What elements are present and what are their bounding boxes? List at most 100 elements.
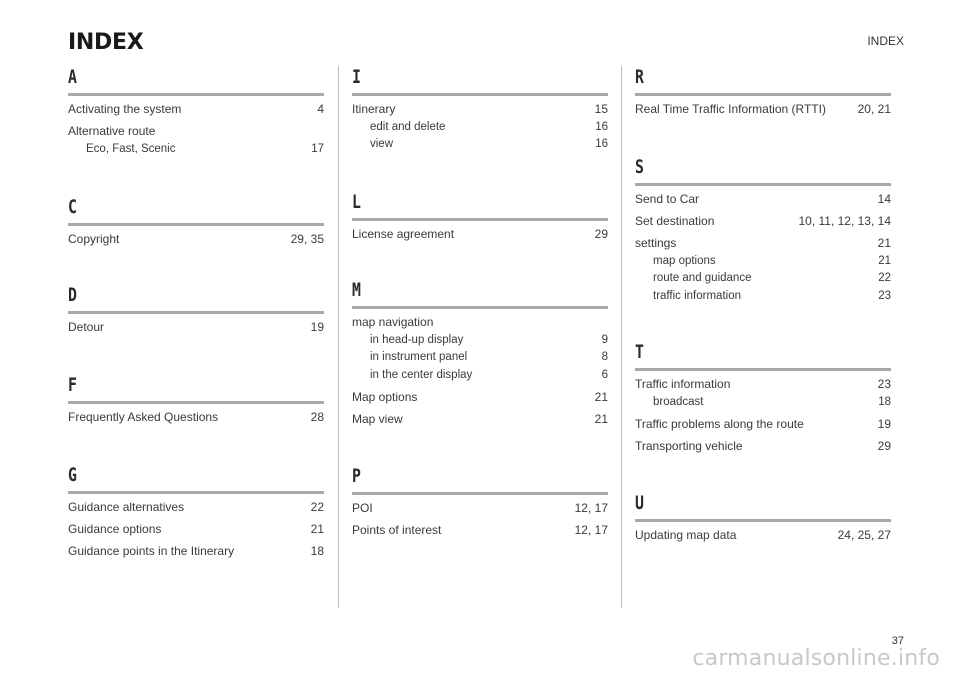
index-section: F Frequently Asked Questions 28 <box>68 374 324 427</box>
index-subentry[interactable]: edit and delete 16 <box>352 119 608 137</box>
entry-pages[interactable]: 10, 11, 12, 13, 14 <box>798 214 891 228</box>
entry-term: broadcast <box>653 395 704 408</box>
entry-pages[interactable]: 21 <box>878 254 891 267</box>
entry-pages[interactable]: 24, 25, 27 <box>837 528 891 542</box>
entry-term: Activating the system <box>68 102 182 116</box>
entry-pages[interactable]: 12, 17 <box>574 501 608 515</box>
index-entry[interactable]: POI 12, 17 <box>352 500 608 518</box>
index-subentry[interactable]: route and guidance 22 <box>635 270 891 288</box>
entry-term: Set destination <box>635 214 715 228</box>
index-entry[interactable]: Activating the system 4 <box>68 101 324 119</box>
index-subentry[interactable]: in the center display 6 <box>352 367 608 385</box>
index-section: L License agreement 29 <box>352 191 608 244</box>
entry-pages[interactable]: 29 <box>877 438 891 453</box>
entry-term: Traffic problems along the route <box>635 416 804 431</box>
section-letter: F <box>68 374 77 396</box>
entry-pages[interactable]: 18 <box>310 544 324 558</box>
entry-term: Guidance alternatives <box>68 500 185 514</box>
index-entry[interactable]: Map view 21 <box>352 411 608 429</box>
entry-term: Itinerary <box>352 102 396 116</box>
index-subentry[interactable]: in head-up display 9 <box>352 332 608 350</box>
index-entry[interactable]: Guidance options 21 <box>68 521 324 539</box>
entry-pages[interactable]: 12, 17 <box>574 523 608 537</box>
entry-pages[interactable]: 20, 21 <box>857 102 891 116</box>
section-letter: M <box>352 279 361 301</box>
section-letter: A <box>68 66 77 88</box>
entry-pages[interactable]: 28 <box>310 410 324 424</box>
index-subentry[interactable]: Eco, Fast, Scenic 17 <box>68 141 324 159</box>
index-subentry[interactable]: traffic information 23 <box>635 288 891 306</box>
entry-pages[interactable]: 16 <box>595 120 608 133</box>
entry-pages[interactable]: 29 <box>594 227 608 241</box>
entry-pages[interactable]: 21 <box>594 411 608 426</box>
entry-pages[interactable]: 22 <box>878 272 891 284</box>
index-entry[interactable]: Transporting vehicle 29 <box>635 438 891 456</box>
entry-pages[interactable]: 19 <box>310 320 324 334</box>
index-entry[interactable]: Itinerary 15 <box>352 101 608 119</box>
entry-pages[interactable]: 15 <box>594 102 608 116</box>
entry-term: Guidance options <box>68 522 162 536</box>
entry-pages[interactable]: 4 <box>317 102 324 116</box>
index-entry[interactable]: Frequently Asked Questions 28 <box>68 409 324 427</box>
index-subentry[interactable]: broadcast 18 <box>635 394 891 412</box>
entry-pages[interactable]: 22 <box>310 500 324 514</box>
entry-pages[interactable]: 29, 35 <box>290 232 324 246</box>
entry-pages[interactable]: 8 <box>601 351 608 363</box>
index-entry[interactable]: Guidance points in the Itinerary 18 <box>68 543 324 561</box>
index-entry[interactable]: Map options 21 <box>352 389 608 407</box>
index-entry[interactable]: Traffic information 23 <box>635 376 891 394</box>
index-entry[interactable]: Guidance alternatives 22 <box>68 499 324 517</box>
entry-pages[interactable]: 6 <box>601 368 608 381</box>
entry-term: traffic information <box>653 289 741 302</box>
index-entry[interactable]: Real Time Traffic Information (RTTI) 20, … <box>635 101 891 119</box>
entry-pages[interactable]: 9 <box>601 333 608 346</box>
entry-term: Points of interest <box>352 523 442 537</box>
entry-pages[interactable]: 18 <box>878 395 891 408</box>
entry-term: in the center display <box>370 368 473 381</box>
index-entry[interactable]: Set destination 10, 11, 12, 13, 14 <box>635 213 891 231</box>
entry-pages[interactable]: 23 <box>878 289 891 302</box>
index-section: G Guidance alternatives 22 Guidance options… <box>68 464 324 561</box>
section-rule <box>352 93 608 96</box>
index-entry[interactable]: Send to Car 14 <box>635 191 891 209</box>
entry-term: Copyright <box>68 232 120 246</box>
entry-term: Transporting vehicle <box>635 438 743 453</box>
entry-term: in head-up display <box>370 333 464 346</box>
index-entry[interactable]: Copyright 29, 35 <box>68 231 324 249</box>
page-number: 37 <box>891 635 904 647</box>
section-letter: U <box>635 492 644 514</box>
index-subentry[interactable]: view 16 <box>352 136 608 154</box>
entry-term: License agreement <box>352 227 455 241</box>
index-entry[interactable]: Traffic problems along the route 19 <box>635 416 891 434</box>
section-letter: L <box>352 191 361 213</box>
entry-pages[interactable]: 16 <box>595 138 608 150</box>
section-rule <box>68 311 324 314</box>
entry-term: in instrument panel <box>370 351 468 363</box>
entry-term: Send to Car <box>635 192 700 206</box>
entry-pages[interactable]: 14 <box>877 192 891 206</box>
entry-pages[interactable]: 21 <box>310 522 324 536</box>
entry-pages[interactable]: 21 <box>594 389 608 404</box>
entry-term: Real Time Traffic Information (RTTI) <box>635 102 826 116</box>
index-entry[interactable]: Detour 19 <box>68 319 324 337</box>
index-entry[interactable]: Updating map data 24, 25, 27 <box>635 527 891 545</box>
index-entry[interactable]: Alternative route <box>68 123 324 141</box>
index-entry[interactable]: Points of interest 12, 17 <box>352 522 608 540</box>
entry-term: POI <box>352 501 373 515</box>
entry-pages[interactable]: 19 <box>877 416 891 431</box>
section-rule <box>68 491 324 494</box>
index-entry[interactable]: License agreement 29 <box>352 226 608 244</box>
entry-pages[interactable]: 21 <box>877 236 891 250</box>
index-subentry[interactable]: map options 21 <box>635 253 891 271</box>
watermark[interactable]: carmanualsonline.info <box>692 646 940 671</box>
index-subentry[interactable]: in instrument panel 8 <box>352 349 608 367</box>
entry-term: Alternative route <box>68 124 156 138</box>
index-section: I Itinerary 15 edit and delete 16 view 16 <box>352 66 608 154</box>
entry-term: Guidance points in the Itinerary <box>68 544 235 558</box>
index-entry[interactable]: settings 21 <box>635 235 891 253</box>
section-rule <box>352 218 608 221</box>
entry-pages[interactable]: 23 <box>877 377 891 391</box>
section-letter: T <box>635 341 644 363</box>
entry-pages[interactable]: 17 <box>311 142 324 155</box>
index-entry[interactable]: map navigation <box>352 314 608 332</box>
